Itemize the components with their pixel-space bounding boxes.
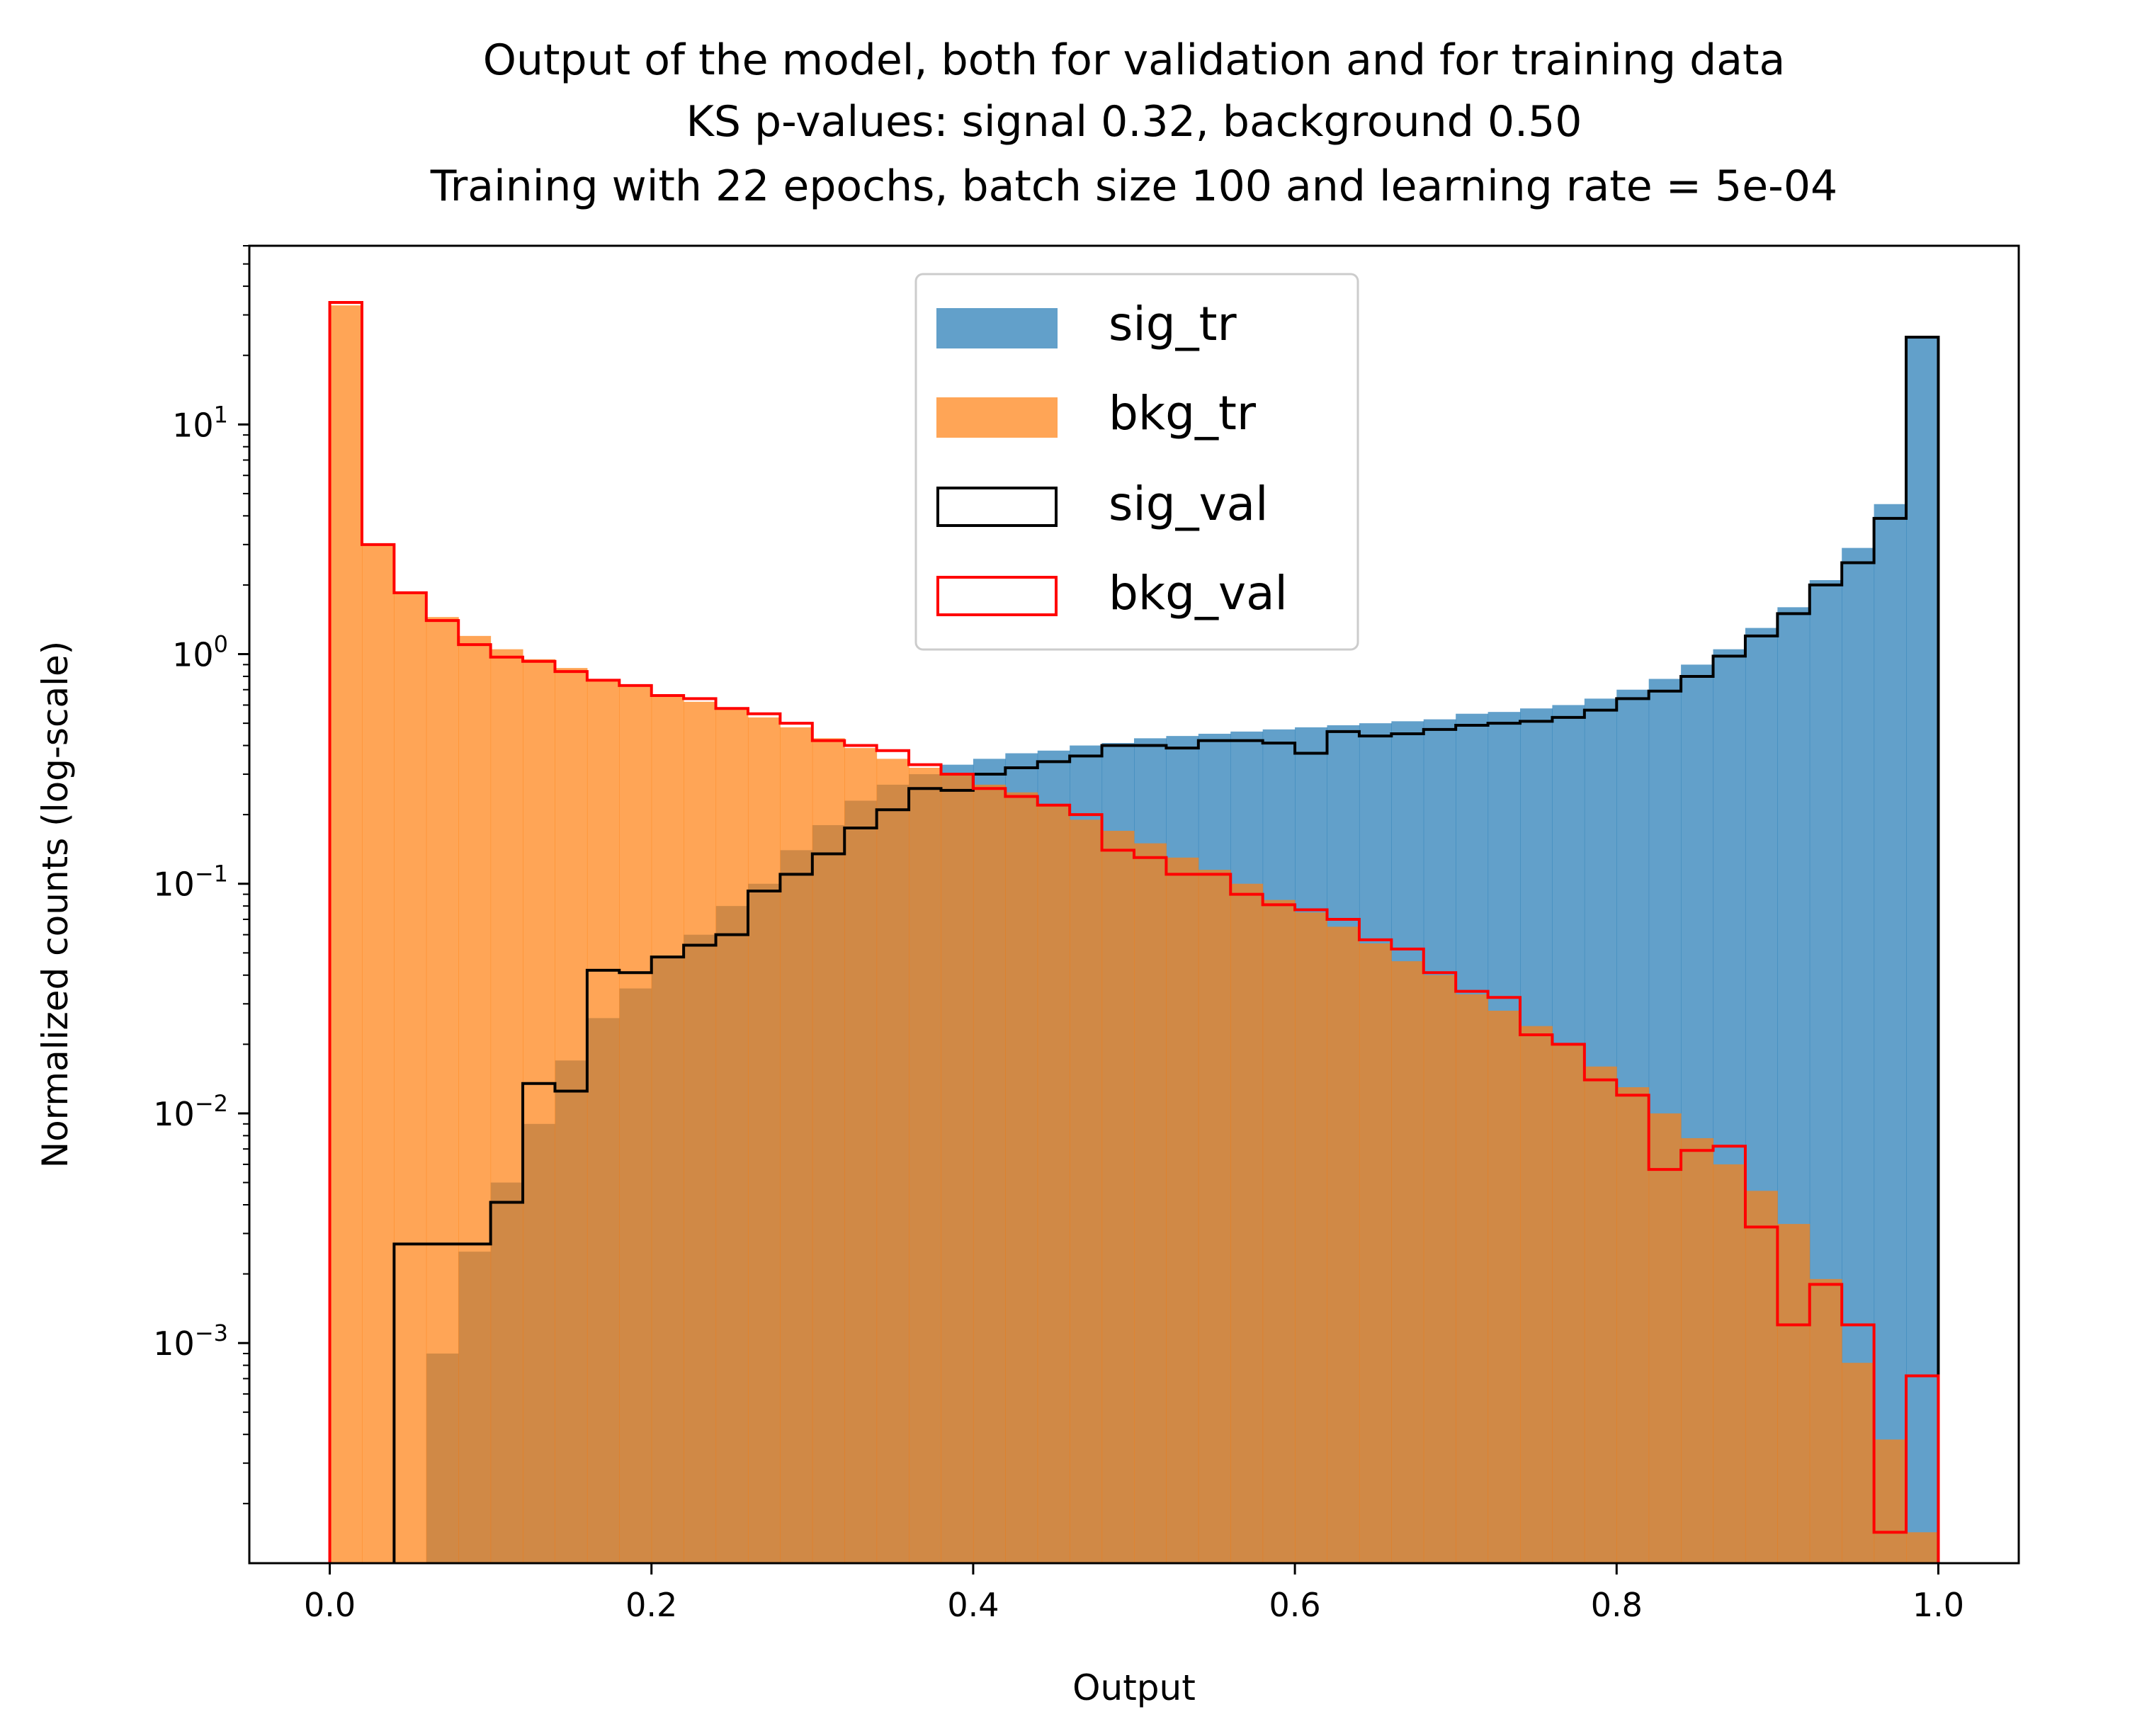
bar-bkg-tr-49 [1906, 1532, 1939, 1563]
legend-label-sig-val: sig_val [1109, 477, 1268, 531]
bar-sig-tr-48 [1874, 504, 1907, 1563]
chart-title-line-2: KS p-values: signal 0.32, background 0.5… [686, 97, 1582, 147]
x-axis-label: Output [1072, 1667, 1196, 1708]
bar-bkg-tr-41 [1648, 1113, 1682, 1563]
histogram-bars [329, 305, 1939, 1563]
bar-bkg-tr-46 [1809, 1278, 1842, 1563]
x-tick-label: 1.0 [1912, 1586, 1964, 1624]
bar-bkg-tr-36 [1488, 1010, 1521, 1563]
legend-swatch-sig-val [936, 487, 1058, 527]
bar-bkg-tr-20 [973, 784, 1006, 1563]
bar-bkg-tr-40 [1616, 1087, 1650, 1563]
bar-bkg-tr-33 [1391, 961, 1424, 1563]
bar-bkg-tr-42 [1681, 1138, 1714, 1563]
bar-bkg-tr-2 [394, 592, 427, 1563]
bar-bkg-tr-39 [1584, 1066, 1617, 1563]
y-axis: 10−3 10−2 10−1 100 101 [153, 245, 249, 1504]
legend-box [914, 273, 1359, 651]
bar-bkg-tr-3 [426, 617, 459, 1563]
bar-bkg-tr-37 [1520, 1026, 1553, 1563]
step-line-sig-val [392, 336, 1940, 1563]
bar-bkg-tr-8 [586, 679, 620, 1563]
legend: sig_tr bkg_tr sig_val bkg_val [914, 273, 1359, 651]
bar-bkg-tr-21 [1005, 792, 1038, 1563]
y-tick-label: 100 [172, 631, 228, 674]
bar-bkg-tr-35 [1456, 994, 1489, 1563]
x-tick-label: 0.0 [304, 1586, 356, 1624]
x-tick-label: 0.8 [1591, 1586, 1643, 1624]
plot-frame [248, 244, 2020, 1565]
step-line-bkg-val [328, 300, 1940, 1563]
chart-title-line-1: Output of the model, both for validation… [483, 35, 1786, 85]
bar-bkg-tr-30 [1295, 912, 1328, 1563]
bar-bkg-tr-34 [1423, 975, 1456, 1563]
chart-title-line-3: Training with 22 epochs, batch size 100 … [430, 161, 1837, 211]
legend-label-bkg-val: bkg_val [1109, 566, 1288, 620]
bar-bkg-tr-19 [941, 774, 974, 1563]
bar-bkg-tr-44 [1745, 1191, 1778, 1563]
bar-bkg-tr-43 [1713, 1164, 1746, 1563]
legend-swatch-bkg-tr [936, 397, 1058, 438]
x-tick-label: 0.6 [1269, 1586, 1321, 1624]
bar-bkg-tr-4 [458, 635, 492, 1563]
bar-bkg-tr-27 [1198, 870, 1231, 1563]
y-tick-label: 101 [172, 401, 228, 444]
legend-label-bkg-tr: bkg_tr [1109, 386, 1257, 441]
bar-bkg-tr-16 [844, 748, 878, 1563]
bar-bkg-tr-7 [555, 668, 588, 1563]
bar-bkg-tr-32 [1359, 943, 1392, 1563]
bar-bkg-tr-6 [523, 659, 555, 1563]
bar-bkg-tr-23 [1070, 819, 1103, 1563]
bar-bkg-tr-14 [780, 727, 813, 1563]
histogram-steps [328, 300, 1940, 1563]
x-axis: 0.0 0.2 0.4 0.6 0.8 1.0 [304, 1563, 1964, 1624]
bar-bkg-tr-28 [1230, 883, 1264, 1563]
x-tick-label: 0.2 [625, 1586, 677, 1624]
bar-bkg-tr-31 [1327, 926, 1360, 1563]
bar-bkg-tr-17 [876, 759, 910, 1563]
bar-bkg-tr-25 [1134, 843, 1167, 1563]
bar-bkg-tr-15 [812, 738, 845, 1563]
bar-bkg-tr-1 [361, 544, 395, 1563]
bar-bkg-tr-38 [1552, 1044, 1585, 1563]
bar-bkg-tr-22 [1037, 805, 1070, 1563]
y-tick-label: 10−3 [153, 1320, 228, 1363]
bar-bkg-tr-12 [715, 708, 749, 1563]
bar-bkg-tr-10 [651, 696, 684, 1563]
legend-label-sig-tr: sig_tr [1109, 297, 1237, 351]
legend-swatch-sig-tr [936, 308, 1058, 348]
bar-bkg-tr-45 [1777, 1224, 1810, 1563]
y-tick-label: 10−2 [153, 1090, 228, 1133]
bar-bkg-tr-48 [1874, 1439, 1907, 1563]
y-tick-label: 10−1 [153, 861, 228, 904]
bar-bkg-tr-0 [329, 305, 363, 1563]
bar-sig-tr-49 [1906, 337, 1939, 1563]
y-axis-label: Normalized counts (log-scale) [35, 641, 76, 1169]
bar-bkg-tr-29 [1262, 900, 1296, 1563]
bar-bkg-tr-18 [909, 767, 941, 1563]
bar-bkg-tr-26 [1166, 857, 1199, 1563]
bar-bkg-tr-13 [747, 717, 781, 1563]
bar-bkg-tr-47 [1842, 1363, 1875, 1563]
legend-swatch-bkg-val [936, 576, 1058, 616]
bar-bkg-tr-9 [619, 686, 652, 1563]
bar-bkg-tr-5 [490, 649, 523, 1563]
x-tick-label: 0.4 [947, 1586, 999, 1624]
bar-bkg-tr-24 [1101, 831, 1135, 1563]
bar-bkg-tr-11 [684, 701, 717, 1563]
